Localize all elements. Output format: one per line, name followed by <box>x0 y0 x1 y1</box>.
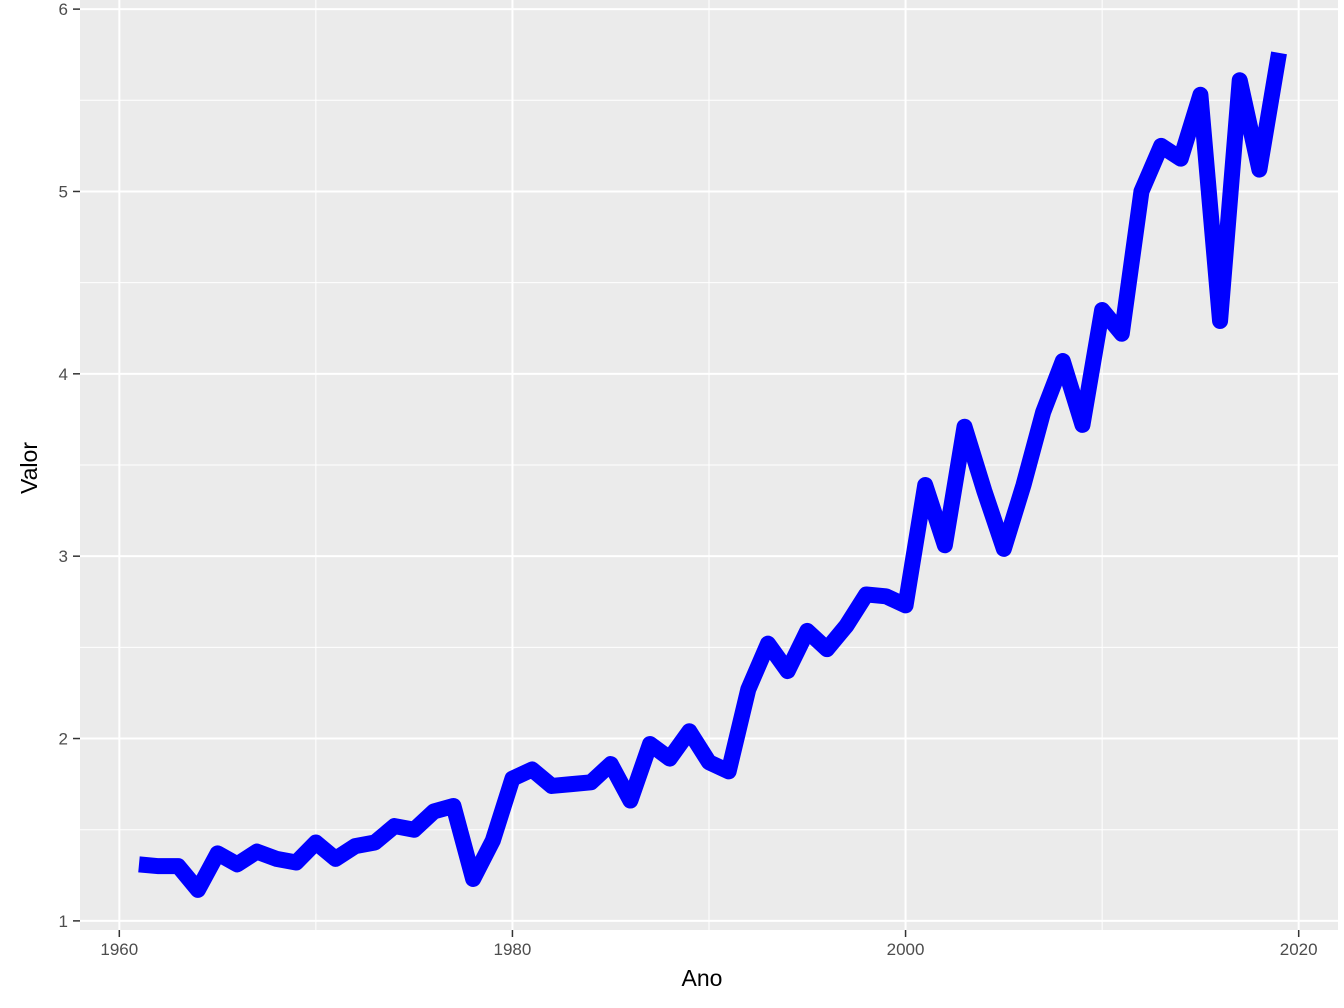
x-tick-label: 2020 <box>1280 940 1318 959</box>
x-tick-label: 1960 <box>100 940 138 959</box>
y-tick-label: 2 <box>59 730 68 749</box>
y-tick-label: 1 <box>59 912 68 931</box>
y-tick-label: 3 <box>59 547 68 566</box>
x-tick-label: 2000 <box>887 940 925 959</box>
y-tick-label: 6 <box>59 0 68 19</box>
tick-labels: 1960 1980 2000 2020 1 2 3 4 5 6 <box>59 0 1318 959</box>
x-axis-title: Ano <box>682 965 723 991</box>
y-tick-label: 4 <box>59 365 68 384</box>
data-layer <box>138 51 1287 898</box>
series-line <box>138 51 1287 898</box>
y-axis-title: Valor <box>16 442 42 494</box>
y-tick-label: 5 <box>59 182 68 201</box>
x-tick-label: 1980 <box>494 940 532 959</box>
axis-ticks <box>73 8 1300 937</box>
